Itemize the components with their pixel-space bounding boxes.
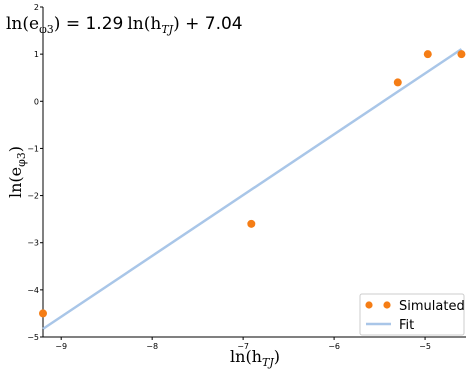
y-tick-label: 1: [34, 50, 39, 59]
y-tick-label: −3: [27, 239, 39, 248]
tick-layer: −9 −8 −7 −6 −5 −5 −4 −3 −2 −1 0 1 2: [27, 3, 431, 351]
legend: Simulated Fit: [359, 293, 465, 336]
y-tick-label: −2: [27, 192, 39, 201]
y-tick-label: −5: [27, 333, 39, 342]
y-axis-label-close: ): [6, 146, 25, 152]
fit-equation-annotation: ln(eφ3) = 1.29 ln(hTJ) + 7.04: [6, 14, 243, 36]
x-axis-label-close: ): [274, 347, 280, 366]
annotation-ln-sub: TJ: [161, 23, 173, 36]
fit-line: [42, 48, 463, 330]
x-axis-label-main: ln(h: [230, 347, 262, 366]
legend-simulated-label: Simulated: [399, 299, 465, 314]
x-axis-label-sub: TJ: [262, 356, 274, 369]
x-tick-label: −6: [328, 342, 340, 351]
simulated-point: [247, 219, 256, 228]
legend-fit-label: Fit: [399, 318, 414, 333]
annotation-prefix-sub: φ3: [39, 23, 54, 36]
y-tick-label: 0: [34, 97, 39, 106]
simulated-point: [39, 309, 47, 318]
annotation-mid: ) =: [54, 14, 86, 34]
points-layer: [39, 50, 466, 318]
annotation-suffix: + 7.04: [180, 14, 243, 34]
annotation-slope: 1.29: [85, 14, 123, 34]
simulated-point: [423, 50, 432, 59]
y-tick-label: −4: [27, 286, 39, 295]
legend-simulated-marker-2: [383, 301, 391, 309]
simulated-point: [457, 50, 466, 59]
annotation-close: ): [173, 14, 180, 34]
x-axis-label: ln(hTJ): [230, 347, 280, 369]
annotation-prefix: ln(e: [6, 14, 39, 34]
y-tick-label: −1: [27, 144, 39, 153]
y-tick-label: 2: [34, 3, 39, 12]
y-axis-label: ln(eφ3): [6, 146, 28, 198]
y-axis-label-sub: φ3: [15, 152, 28, 167]
legend-simulated-marker-1: [365, 301, 373, 309]
y-axis-label-main: ln(e: [6, 167, 25, 198]
x-tick-label: −7: [237, 342, 249, 351]
x-tick-label: −5: [419, 342, 431, 351]
annotation-ln: ln(h: [127, 14, 161, 34]
fit-line-layer: [42, 48, 463, 330]
x-tick-label: −8: [146, 342, 158, 351]
x-tick-label: −9: [55, 342, 67, 351]
axes: [42, 7, 466, 338]
simulated-point: [393, 78, 402, 87]
